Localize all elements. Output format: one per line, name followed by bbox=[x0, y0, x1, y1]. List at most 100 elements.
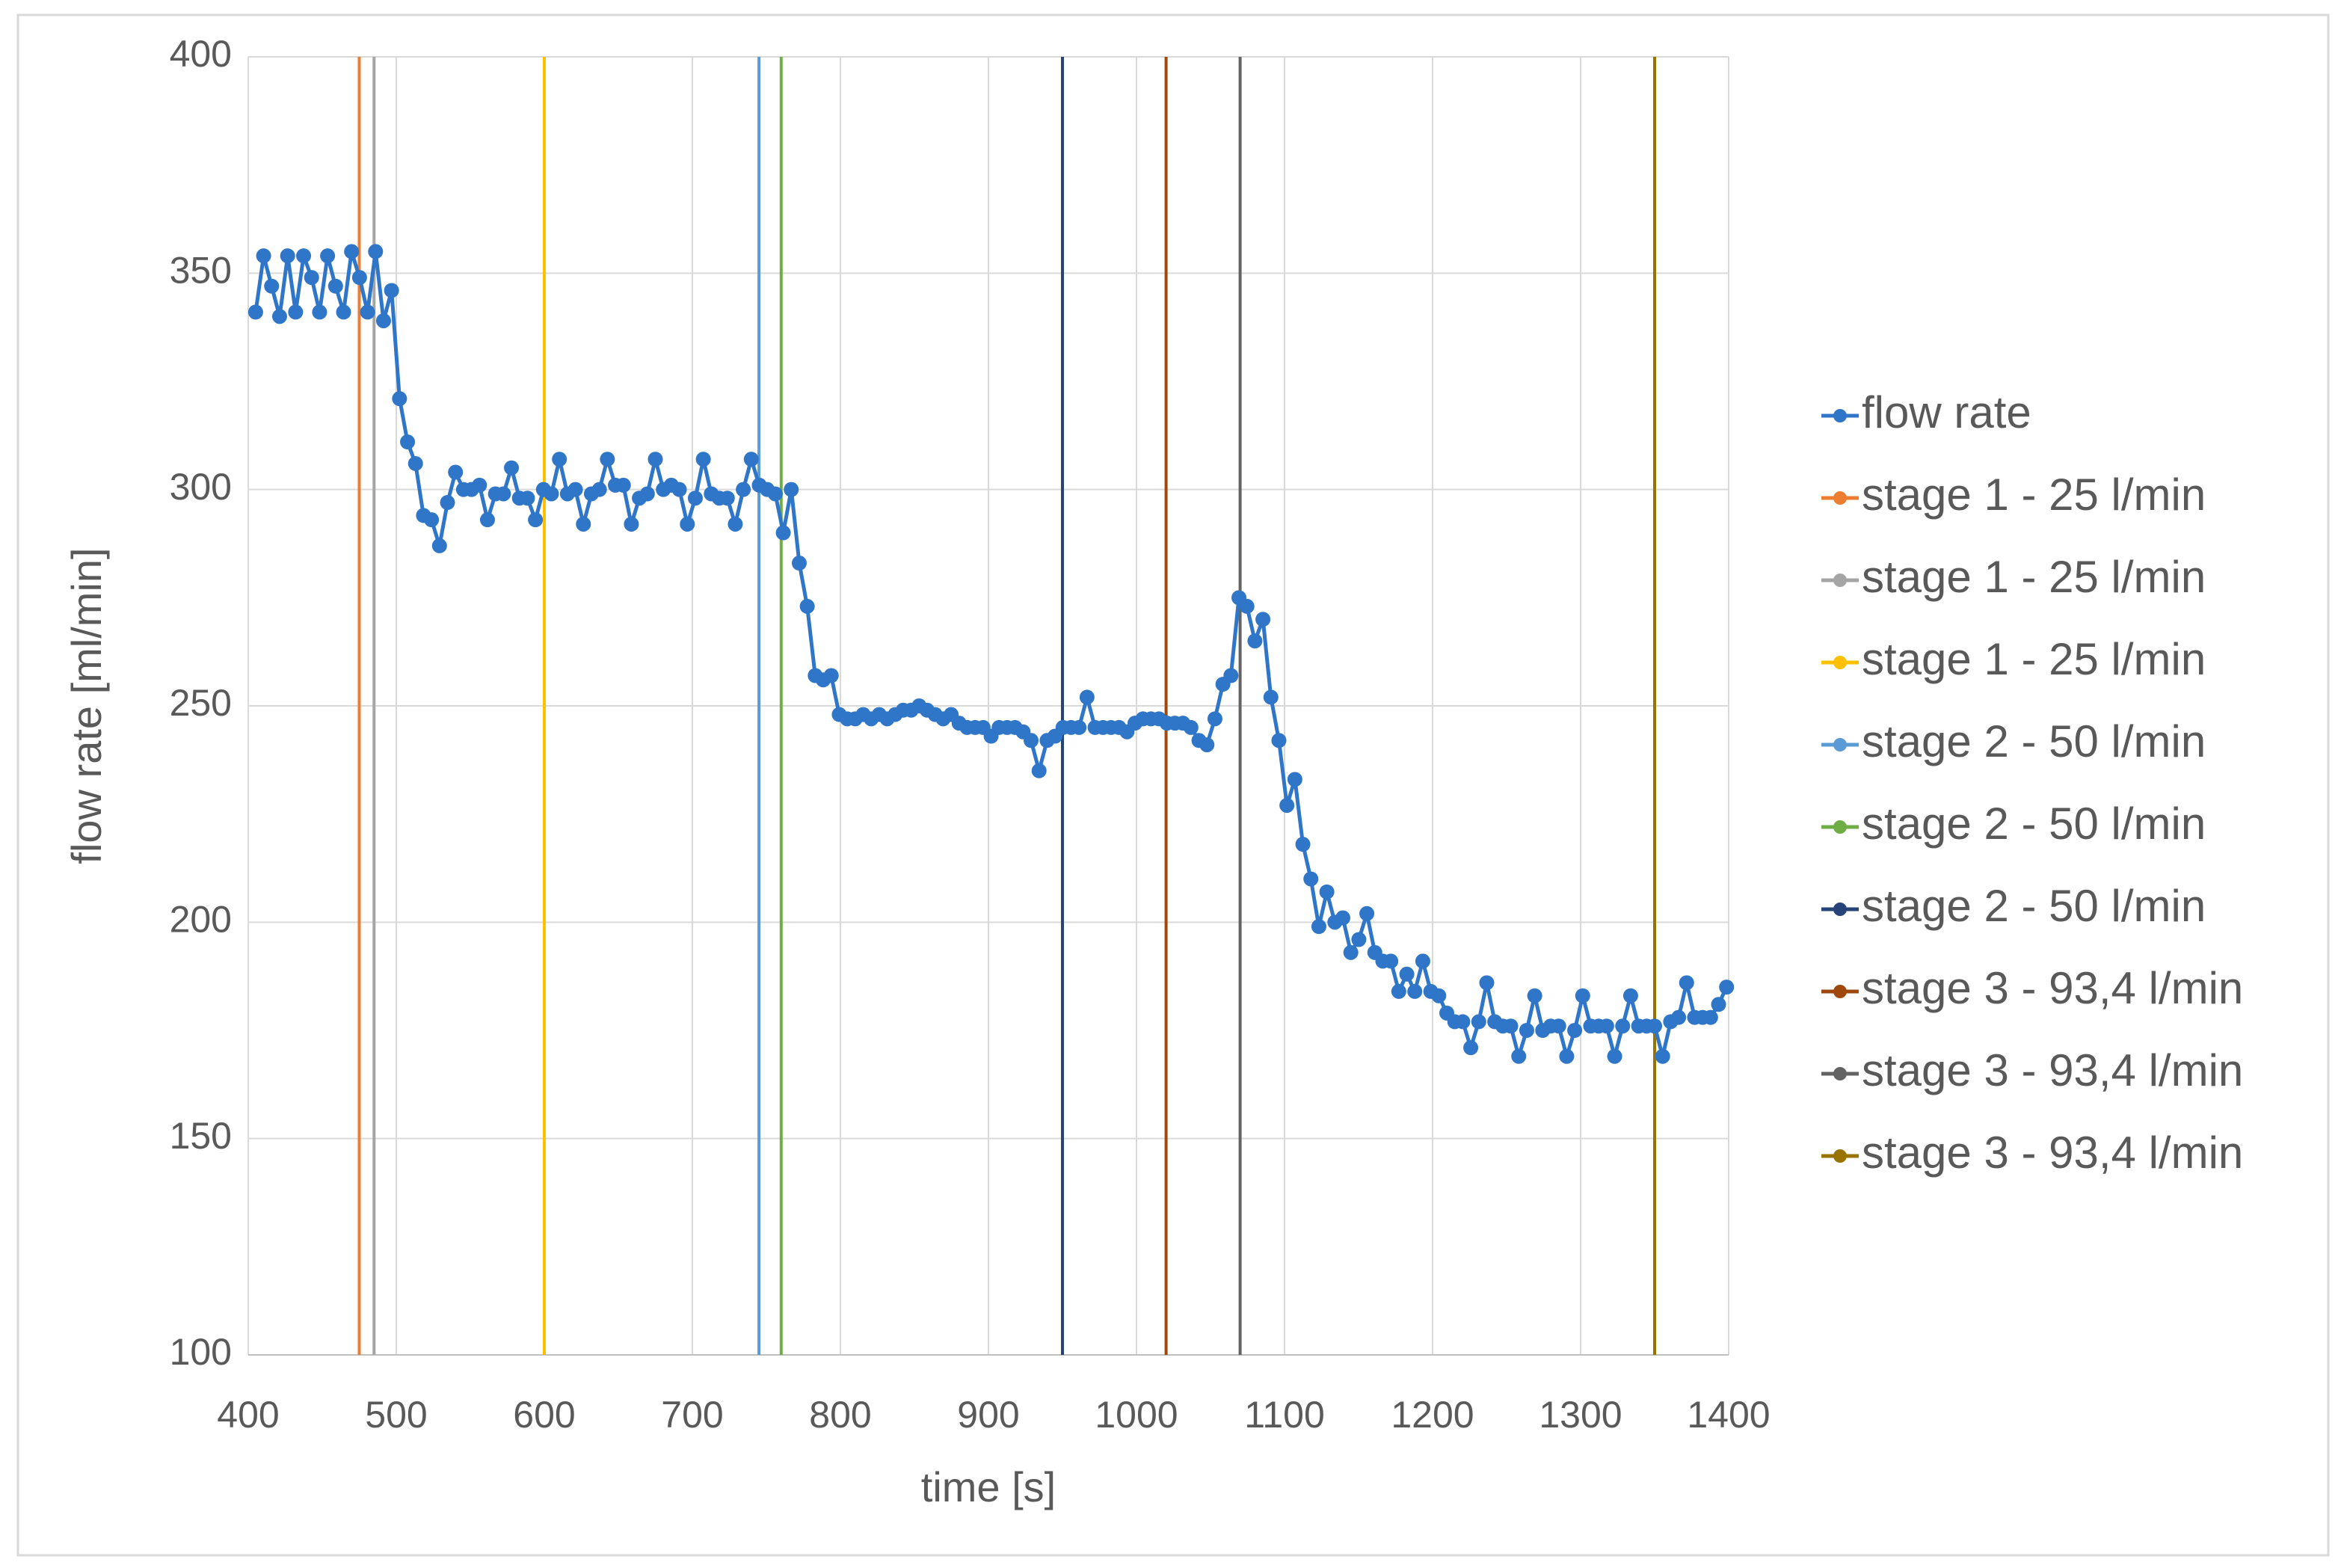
data-point bbox=[304, 270, 319, 286]
data-point bbox=[784, 482, 799, 497]
data-point bbox=[1359, 906, 1375, 921]
data-point bbox=[351, 270, 367, 286]
data-point bbox=[288, 304, 304, 320]
data-point bbox=[448, 464, 464, 480]
legend-marker bbox=[1833, 409, 1847, 422]
data-point bbox=[1031, 763, 1047, 778]
data-point bbox=[1207, 711, 1222, 727]
chart-frame bbox=[16, 13, 2330, 1557]
legend-label: flow rate bbox=[1862, 387, 2031, 437]
data-point bbox=[312, 304, 327, 320]
data-point bbox=[1575, 988, 1590, 1003]
legend-marker bbox=[1833, 820, 1847, 834]
data-point bbox=[727, 516, 743, 532]
data-point bbox=[1279, 798, 1295, 814]
data-point bbox=[1391, 983, 1406, 999]
data-point bbox=[624, 516, 639, 532]
x-tick-label: 800 bbox=[809, 1394, 871, 1436]
data-point bbox=[823, 668, 839, 683]
data-point bbox=[1551, 1018, 1566, 1034]
y-axis-title: flow rate [ml/min] bbox=[63, 547, 110, 864]
data-point bbox=[1511, 1048, 1527, 1064]
data-point bbox=[271, 309, 287, 325]
y-tick-label: 200 bbox=[170, 899, 232, 941]
y-tick-label: 300 bbox=[170, 466, 232, 508]
data-point bbox=[1311, 919, 1326, 935]
data-point bbox=[344, 244, 360, 259]
data-point bbox=[1079, 689, 1095, 705]
data-point bbox=[1287, 772, 1302, 787]
data-point bbox=[424, 512, 440, 528]
data-point bbox=[1431, 988, 1447, 1003]
y-tick-label: 100 bbox=[170, 1331, 232, 1373]
data-point bbox=[296, 248, 312, 264]
x-tick-label: 700 bbox=[661, 1394, 723, 1436]
data-point bbox=[1615, 1018, 1631, 1034]
data-point bbox=[1719, 980, 1735, 995]
legend-marker bbox=[1833, 574, 1847, 587]
data-point bbox=[591, 482, 607, 497]
data-point bbox=[1183, 719, 1199, 735]
data-point bbox=[1303, 871, 1319, 887]
data-point bbox=[384, 283, 399, 298]
data-point bbox=[1655, 1048, 1670, 1064]
data-point bbox=[695, 452, 711, 467]
data-point bbox=[407, 455, 423, 471]
data-point bbox=[736, 482, 751, 497]
legend-label: stage 3 - 93,4 l/min bbox=[1862, 963, 2243, 1013]
data-point bbox=[1247, 633, 1263, 649]
legend-label: stage 1 - 25 l/min bbox=[1862, 634, 2206, 684]
data-point bbox=[719, 491, 735, 506]
data-point bbox=[1024, 733, 1039, 748]
legend-marker bbox=[1833, 738, 1847, 751]
legend-label: stage 2 - 50 l/min bbox=[1862, 881, 2206, 931]
data-point bbox=[615, 477, 631, 493]
data-point bbox=[1295, 837, 1311, 852]
data-point bbox=[600, 452, 615, 467]
x-axis-title: time [s] bbox=[921, 1463, 1056, 1510]
data-point bbox=[567, 482, 583, 497]
data-point bbox=[520, 491, 535, 506]
legend-label: stage 2 - 50 l/min bbox=[1862, 799, 2206, 849]
legend-marker bbox=[1833, 1149, 1847, 1163]
y-tick-label: 250 bbox=[170, 682, 232, 724]
data-point bbox=[552, 452, 567, 467]
data-point bbox=[1319, 884, 1335, 900]
data-point bbox=[472, 477, 487, 493]
legend-marker bbox=[1833, 491, 1847, 505]
data-point bbox=[1351, 932, 1367, 947]
data-point bbox=[264, 278, 280, 294]
data-point bbox=[528, 512, 544, 528]
data-point bbox=[360, 304, 375, 320]
data-point bbox=[791, 556, 807, 571]
data-point bbox=[327, 278, 343, 294]
data-point bbox=[1239, 598, 1255, 614]
data-point bbox=[775, 525, 791, 541]
legend-marker bbox=[1833, 1067, 1847, 1080]
x-tick-label: 1300 bbox=[1539, 1394, 1622, 1436]
data-point bbox=[256, 248, 271, 264]
data-point bbox=[1255, 612, 1271, 627]
data-point bbox=[280, 248, 295, 264]
data-point bbox=[1607, 1048, 1622, 1064]
data-point bbox=[799, 598, 815, 614]
x-tick-label: 600 bbox=[513, 1394, 575, 1436]
data-point bbox=[1463, 1040, 1479, 1056]
x-tick-label: 1400 bbox=[1687, 1394, 1770, 1436]
data-point bbox=[1479, 975, 1495, 991]
data-point bbox=[1702, 1009, 1718, 1025]
data-point bbox=[1503, 1018, 1519, 1034]
legend-label: stage 1 - 25 l/min bbox=[1862, 552, 2206, 602]
data-point bbox=[1711, 997, 1726, 1012]
data-point bbox=[647, 452, 663, 467]
data-point bbox=[687, 491, 703, 506]
data-point bbox=[1343, 944, 1359, 960]
data-point bbox=[1559, 1048, 1575, 1064]
y-tick-label: 350 bbox=[170, 250, 232, 292]
x-tick-label: 1100 bbox=[1244, 1394, 1325, 1436]
legend-label: stage 3 - 93,4 l/min bbox=[1862, 1128, 2243, 1178]
legend-label: stage 3 - 93,4 l/min bbox=[1862, 1045, 2243, 1095]
x-tick-label: 1000 bbox=[1095, 1394, 1178, 1436]
data-point bbox=[1335, 910, 1351, 926]
